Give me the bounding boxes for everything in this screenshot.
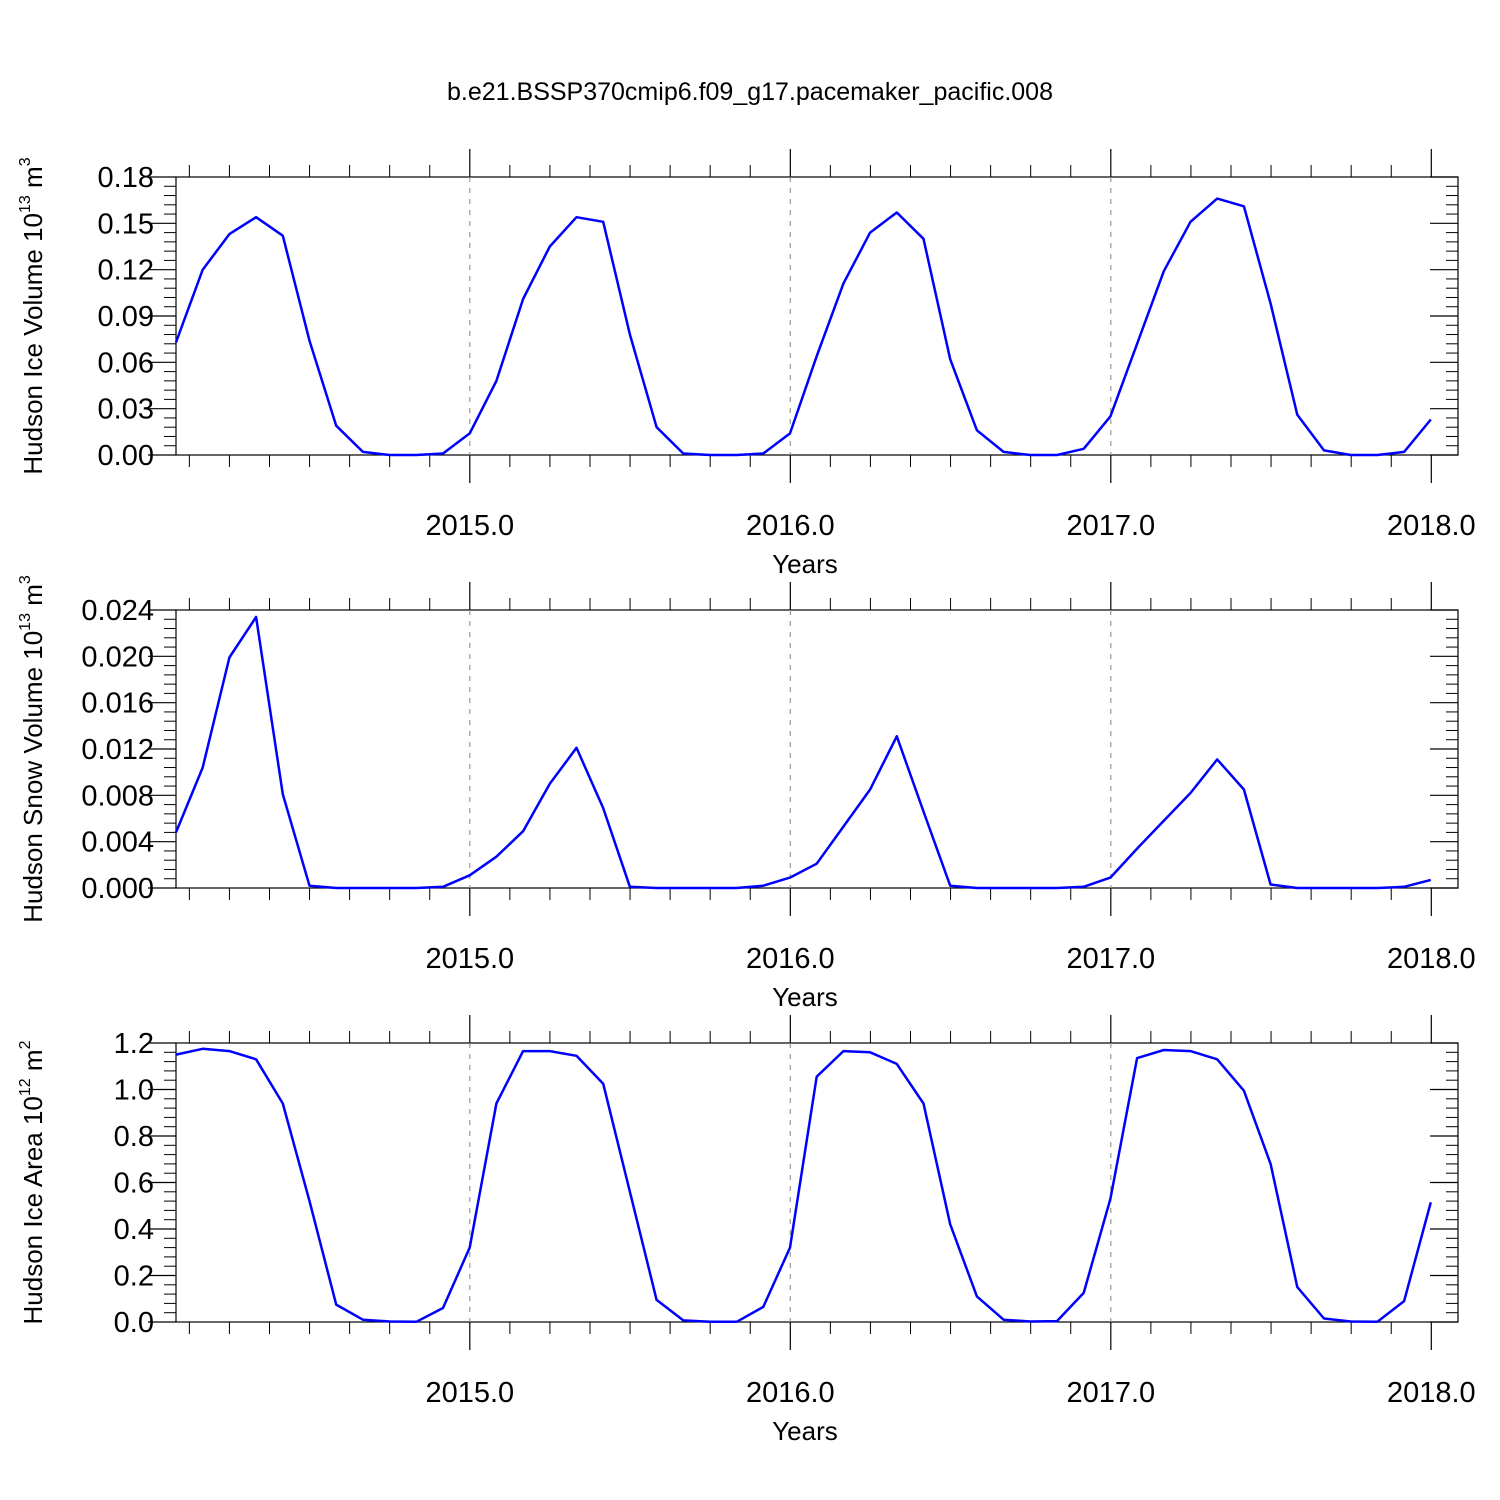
y-tick-label: 0.15 <box>98 208 154 240</box>
y-tick-label: 0.008 <box>81 780 154 812</box>
x-tick-label: 2017.0 <box>1066 943 1155 975</box>
y-tick-label: 0.0 <box>114 1307 154 1339</box>
plot-frame <box>175 1042 1459 1323</box>
y-tick-label: 0.00 <box>98 440 154 472</box>
y-tick-label: 0.03 <box>98 394 154 426</box>
y-axis-label: Hudson Ice Volume 1013 m3 <box>17 157 48 474</box>
x-axis-label: Years <box>772 982 838 1012</box>
y-tick-label: 0.016 <box>81 688 154 720</box>
x-tick-label: 2016.0 <box>746 510 835 542</box>
y-tick-label: 0.6 <box>114 1168 154 1200</box>
x-tick-label: 2018.0 <box>1387 510 1476 542</box>
plot-frame <box>175 176 1459 456</box>
x-tick-label: 2018.0 <box>1387 1377 1476 1409</box>
x-tick-label: 2016.0 <box>746 1377 835 1409</box>
y-tick-label: 1.2 <box>114 1028 154 1060</box>
x-tick-label: 2015.0 <box>425 1377 514 1409</box>
data-series-line <box>174 197 1432 457</box>
x-tick-label: 2016.0 <box>746 943 835 975</box>
y-axis-label: Hudson Ice Area 1012 m2 <box>17 1040 48 1324</box>
x-tick-label: 2018.0 <box>1387 943 1476 975</box>
x-axis-label: Years <box>772 1416 838 1446</box>
x-tick-label: 2017.0 <box>1066 510 1155 542</box>
y-tick-label: 0.09 <box>98 301 154 333</box>
ice-area-panel: 2015.0 2016.0 2017.0 2018.0 Years 0.0 0.2 0.4 0.… <box>17 1015 1476 1446</box>
x-tick-label: 2015.0 <box>425 943 514 975</box>
data-series-line <box>175 1047 1433 1324</box>
y-tick-label: 0.12 <box>98 255 154 287</box>
y-tick-label: 0.4 <box>114 1214 154 1246</box>
x-tick-label: 2017.0 <box>1066 1377 1155 1409</box>
y-tick-label: 0.024 <box>81 595 154 627</box>
y-tick-label: 0.06 <box>98 347 154 379</box>
data-series-line <box>174 615 1432 890</box>
plot-frame <box>175 609 1459 889</box>
y-tick-label: 0.18 <box>98 162 154 194</box>
y-tick-label: 0.012 <box>81 734 154 766</box>
y-tick-label: 0.8 <box>114 1121 154 1153</box>
y-axis-label: Hudson Snow Volume 1013 m3 <box>17 575 48 923</box>
page-title: b.e21.BSSP370cmip6.f09_g17.pacemaker_pac… <box>447 78 1053 106</box>
y-tick-label: 0.004 <box>81 827 154 859</box>
y-tick-label: 0.2 <box>114 1261 154 1293</box>
snow-volume-panel: 2015.0 2016.0 2017.0 2018.0 Years 0.000 0.004 0… <box>17 575 1476 1012</box>
y-tick-label: 1.0 <box>114 1075 154 1107</box>
x-axis-label: Years <box>772 549 838 579</box>
x-tick-label: 2015.0 <box>425 510 514 542</box>
y-tick-label: 0.020 <box>81 641 154 673</box>
ice-volume-panel: 2015.0 2016.0 2017.0 2018.0 Years 0.00 0.03 0.0… <box>17 149 1476 579</box>
y-tick-label: 0.000 <box>81 873 154 905</box>
